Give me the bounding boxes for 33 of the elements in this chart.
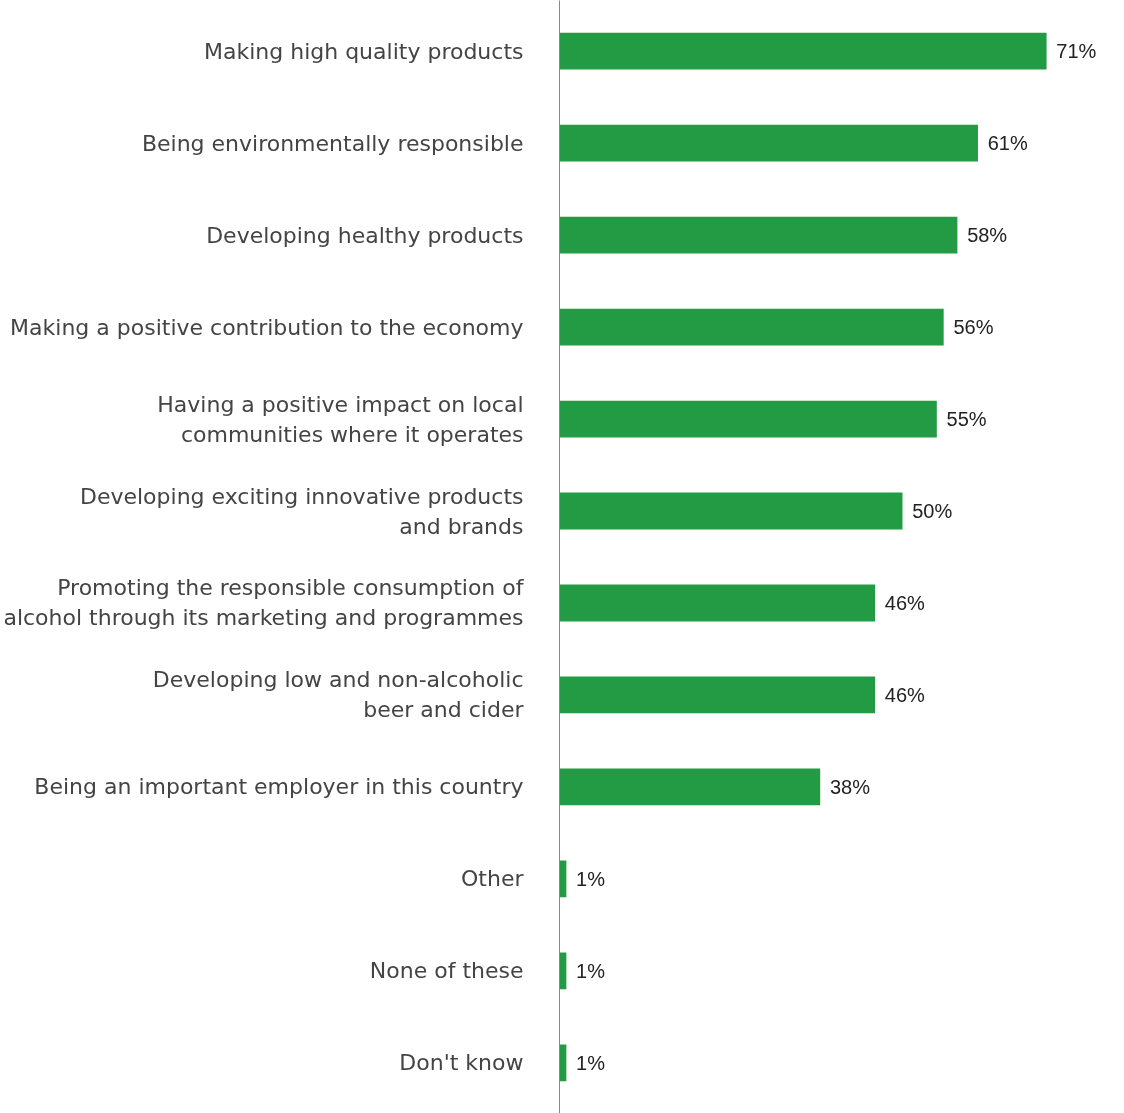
y-tick-label: Other xyxy=(461,866,525,892)
y-tick-label: Developing healthy products xyxy=(206,222,524,248)
y-tick-label: Being environmentally responsible xyxy=(141,130,524,156)
bar xyxy=(559,124,978,162)
bar xyxy=(559,676,876,714)
y-tick-label: Don't know xyxy=(399,1050,524,1076)
bar xyxy=(559,216,958,254)
data-label: 50% xyxy=(912,500,953,523)
data-label: 1% xyxy=(576,867,606,890)
bar xyxy=(559,400,937,438)
y-tick-label: Having a positive impact on local communities where it operates xyxy=(157,391,524,447)
y-tick-label: Being an important employer in this country xyxy=(34,774,524,800)
data-label: 61% xyxy=(987,132,1028,155)
y-tick-label: Developing low and non-alcoholic beer and cider xyxy=(152,667,525,723)
bar xyxy=(559,584,876,622)
bar xyxy=(559,768,821,806)
bar xyxy=(559,492,903,530)
data-label: 55% xyxy=(946,408,987,431)
y-tick-label: Promoting the responsible consumption of alcohol through its marketing and programmes xyxy=(3,575,525,631)
data-label: 58% xyxy=(967,224,1008,247)
data-label: 46% xyxy=(884,683,926,706)
data-label: 1% xyxy=(576,959,606,982)
data-label: 1% xyxy=(576,1051,606,1074)
y-tick-label: Developing exciting innovative products and brands xyxy=(79,483,524,539)
y-tick-label: Making a positive contribution to the economy xyxy=(10,314,524,340)
data-label: 38% xyxy=(829,775,871,798)
bar xyxy=(559,308,944,346)
y-tick-label: Making high quality products xyxy=(204,38,524,64)
data-label: 71% xyxy=(1056,40,1097,63)
data-label: 46% xyxy=(884,591,926,614)
y-tick-label: None of these xyxy=(369,958,524,984)
data-label: 56% xyxy=(953,316,994,339)
bar xyxy=(559,32,1047,70)
